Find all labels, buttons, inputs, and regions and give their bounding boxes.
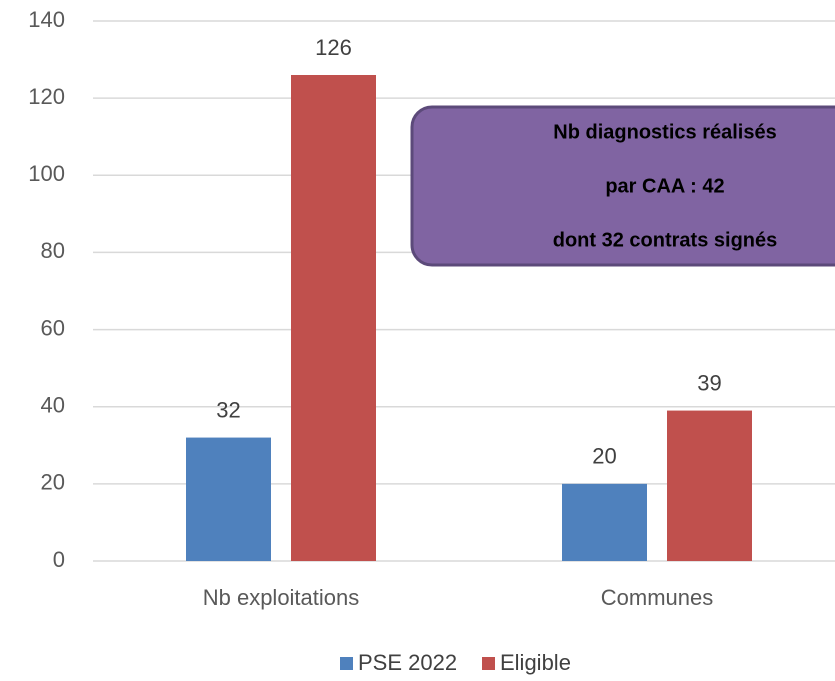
y-tick-label: 60 xyxy=(41,315,65,340)
data-label: 20 xyxy=(592,444,616,469)
bar xyxy=(667,410,752,561)
annotation-line: Nb diagnostics réalisés xyxy=(553,121,776,143)
data-label: 39 xyxy=(697,370,721,395)
y-tick-label: 20 xyxy=(41,470,65,495)
legend-label: PSE 2022 xyxy=(358,650,457,675)
data-label: 126 xyxy=(315,35,352,60)
bar xyxy=(186,437,271,561)
legend-swatch xyxy=(340,657,353,670)
bar xyxy=(291,75,376,561)
y-tick-label: 140 xyxy=(28,7,65,32)
y-tick-label: 120 xyxy=(28,84,65,109)
y-tick-label: 0 xyxy=(53,547,65,572)
annotation-line: dont 32 contrats signés xyxy=(553,229,778,251)
x-tick-label: Communes xyxy=(601,585,713,610)
legend-label: Eligible xyxy=(500,650,571,675)
x-tick-label: Nb exploitations xyxy=(203,585,360,610)
data-label: 32 xyxy=(216,397,240,422)
annotation-line: par CAA : 42 xyxy=(605,175,724,197)
legend-swatch xyxy=(482,657,495,670)
y-tick-label: 40 xyxy=(41,393,65,418)
annotation-box xyxy=(410,105,835,267)
bar xyxy=(562,483,647,561)
y-tick-label: 100 xyxy=(28,161,65,186)
y-tick-label: 80 xyxy=(41,238,65,263)
